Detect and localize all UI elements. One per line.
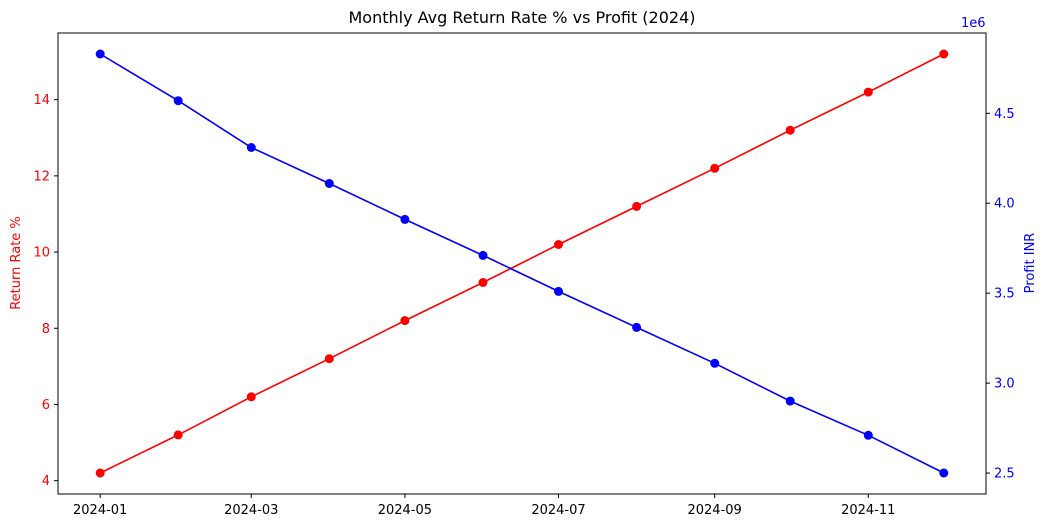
- left-y-tick-label: 14: [33, 93, 50, 108]
- right-y-tick-label: 4.5: [994, 107, 1015, 122]
- chart-title: Monthly Avg Return Rate % vs Profit (202…: [348, 8, 695, 27]
- profit-point: [863, 430, 873, 440]
- return-rate-point: [863, 87, 873, 97]
- return-rate-point: [246, 392, 256, 402]
- return-rate-point: [95, 468, 105, 478]
- profit-point: [324, 179, 334, 188]
- x-tick-label: 2024-09: [687, 503, 741, 518]
- right-y-tick-label: 3.0: [994, 377, 1015, 392]
- return-rate-point: [173, 430, 183, 440]
- right-axis-label: Profit INR: [1023, 233, 1038, 294]
- profit-point: [554, 286, 563, 296]
- return-rate-point: [400, 316, 410, 326]
- right-y-tick-label: 2.5: [994, 467, 1015, 482]
- plot-frame: [57, 32, 987, 495]
- x-tick-label: 2024-07: [531, 503, 585, 518]
- return-rate-point: [710, 163, 720, 173]
- profit-point: [632, 322, 642, 332]
- return-rate-point: [478, 278, 488, 287]
- left-y-tick-label: 6: [42, 398, 50, 413]
- right-axis-scale-note: 1e6: [961, 16, 986, 31]
- profit-point: [939, 468, 949, 478]
- profit-point: [478, 250, 488, 260]
- profit-line: [99, 53, 945, 474]
- x-tick-label: 2024-05: [378, 503, 432, 518]
- return-rate-line: [99, 53, 945, 474]
- right-y-tick-label: 3.5: [994, 287, 1015, 302]
- return-rate-point: [324, 354, 334, 364]
- left-y-tick-label: 12: [33, 169, 50, 184]
- left-axis-label: Return Rate %: [9, 216, 24, 310]
- profit-point: [173, 96, 183, 106]
- x-tick-label: 2024-01: [73, 503, 127, 518]
- right-y-tick-label: 4.0: [994, 197, 1015, 212]
- x-tick-label: 2024-03: [224, 503, 278, 518]
- return-rate-point: [939, 49, 949, 59]
- left-y-tick-label: 8: [42, 322, 50, 337]
- return-rate-point: [554, 240, 563, 249]
- profit-point: [246, 143, 256, 152]
- left-y-tick-label: 4: [42, 474, 50, 489]
- profit-point: [400, 214, 410, 224]
- return-rate-point: [785, 125, 795, 135]
- profit-point: [95, 49, 105, 59]
- return-rate-point: [632, 201, 642, 211]
- x-tick-label: 2024-11: [841, 503, 895, 518]
- profit-point: [785, 396, 795, 406]
- left-y-tick-label: 10: [33, 246, 50, 261]
- plot-area: 2024-01 2024-03 2024-05 2024-07 2024-09 2024-…: [33, 32, 1015, 518]
- profit-point: [710, 358, 720, 368]
